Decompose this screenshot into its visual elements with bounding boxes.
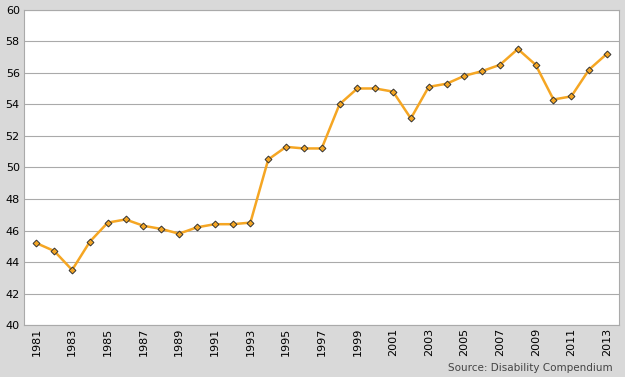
Text: Source: Disability Compendium: Source: Disability Compendium bbox=[448, 363, 612, 373]
